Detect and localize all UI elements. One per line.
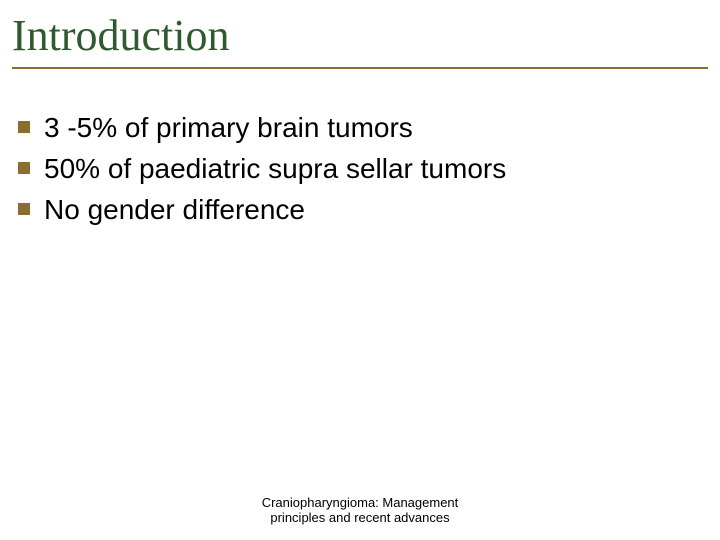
title-block: Introduction [12,10,708,69]
square-bullet-icon [18,121,30,133]
bullet-list: 3 -5% of primary brain tumors 50% of pae… [18,110,690,233]
slide: Introduction 3 -5% of primary brain tumo… [0,0,720,540]
list-item: No gender difference [18,192,690,227]
list-item: 3 -5% of primary brain tumors [18,110,690,145]
slide-footer: Craniopharyngioma: Management principles… [0,495,720,526]
bullet-text: 50% of paediatric supra sellar tumors [44,151,506,186]
footer-line-1: Craniopharyngioma: Management [0,495,720,511]
slide-title: Introduction [12,10,708,61]
bullet-text: 3 -5% of primary brain tumors [44,110,413,145]
footer-line-2: principles and recent advances [0,510,720,526]
square-bullet-icon [18,203,30,215]
list-item: 50% of paediatric supra sellar tumors [18,151,690,186]
square-bullet-icon [18,162,30,174]
bullet-text: No gender difference [44,192,305,227]
title-underline [12,67,708,69]
